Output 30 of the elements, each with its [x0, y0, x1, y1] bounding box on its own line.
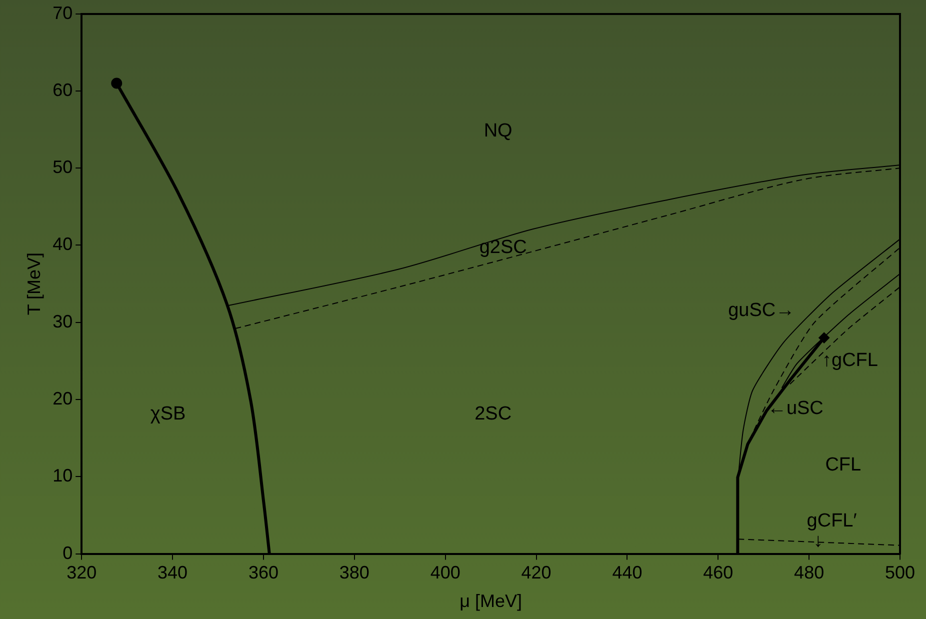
x-tick-label: 320: [66, 562, 97, 583]
annotation: ↓: [813, 530, 823, 552]
y-axis-title: T [MeV]: [24, 252, 44, 316]
x-tick-label: 440: [612, 562, 642, 583]
x-tick-label: 480: [794, 562, 824, 583]
x-tick-label: 400: [430, 562, 460, 583]
annotation: χSB: [150, 403, 186, 424]
annotation: 2SC: [474, 403, 512, 424]
y-tick-label: 50: [52, 157, 73, 178]
annotation: CFL: [825, 454, 862, 476]
annotation: ←uSC: [767, 398, 824, 420]
y-tick-label: 30: [52, 311, 73, 332]
x-tick-label: 360: [248, 562, 279, 583]
y-tick-label: 20: [52, 388, 73, 408]
annotation: ↑gCFL: [822, 350, 878, 372]
x-tick-label: 340: [158, 562, 188, 583]
y-tick-label: 70: [52, 2, 73, 23]
y-tick-label: 60: [52, 80, 73, 100]
x-tick-label: 380: [339, 562, 370, 583]
annotation: gCFL′: [806, 510, 858, 532]
y-tick-label: 10: [52, 466, 73, 486]
annotation: guSC→: [728, 300, 795, 322]
y-tick-label: 0: [62, 542, 73, 563]
x-tick-label: 420: [521, 562, 552, 583]
x-axis-title: μ [MeV]: [460, 591, 522, 612]
x-tick-label: 460: [703, 562, 734, 583]
y-tick-label: 40: [52, 234, 73, 254]
annotation: NQ: [484, 120, 512, 142]
annotation: g2SC: [479, 236, 527, 258]
x-tick-label: 500: [884, 562, 916, 583]
